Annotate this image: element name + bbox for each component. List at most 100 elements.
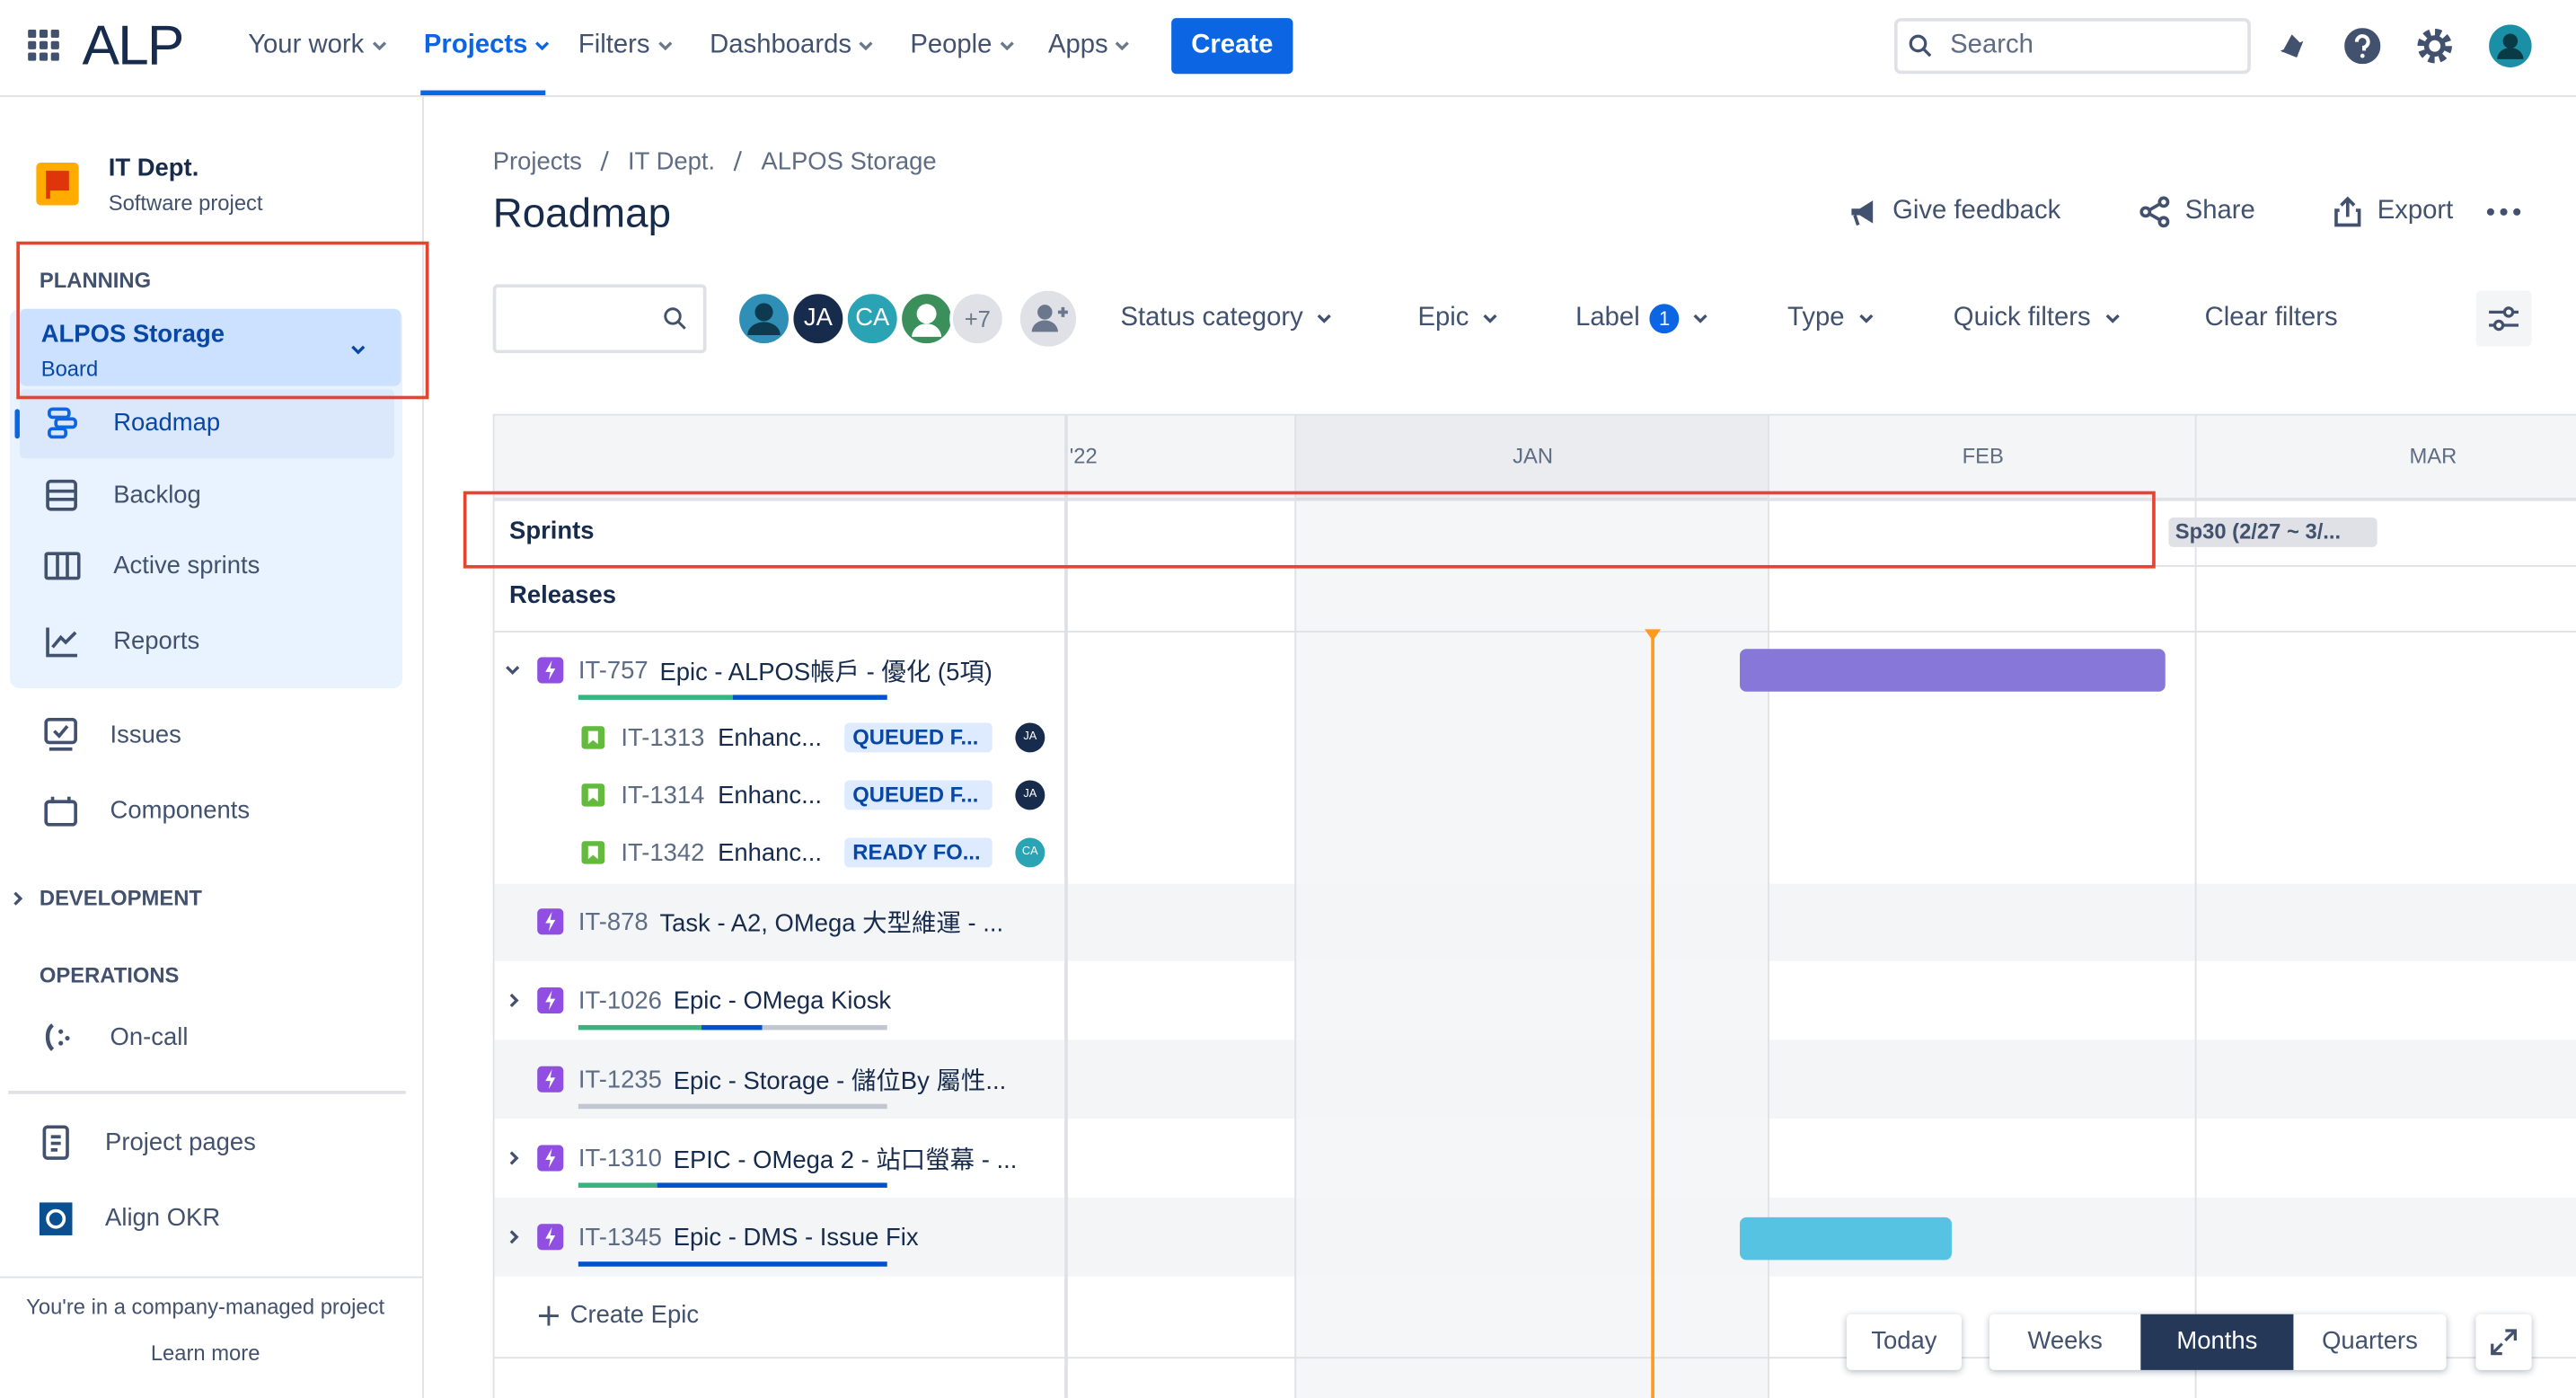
row-divider bbox=[494, 499, 2576, 501]
fullscreen-button[interactable] bbox=[2475, 1314, 2532, 1370]
more-actions[interactable] bbox=[2485, 200, 2521, 224]
nav-item[interactable]: Dashboards bbox=[710, 26, 874, 66]
today-button[interactable] bbox=[1846, 1314, 1962, 1370]
nav-link[interactable]: Backlog bbox=[113, 481, 201, 509]
nav-link[interactable]: Reports bbox=[113, 627, 200, 656]
search-placeholder[interactable]: Search bbox=[1950, 31, 2033, 59]
filter-dropdown[interactable]: Label 1 bbox=[1575, 299, 1708, 339]
chevron bbox=[351, 345, 366, 355]
action-label: Export bbox=[2377, 197, 2454, 226]
avatar[interactable] bbox=[898, 290, 955, 347]
avatar[interactable] bbox=[844, 290, 901, 347]
board-name[interactable]: ALPOS Storage bbox=[40, 320, 225, 349]
breadcrumbs: Projects IT Dept. ALPOS Storage bbox=[493, 141, 937, 181]
issue-row[interactable]: IT-878 Task - A2, OMega 大型維運 - ... bbox=[578, 902, 1003, 942]
avatar[interactable] bbox=[790, 290, 846, 347]
app-switcher[interactable] bbox=[28, 29, 61, 63]
epic-bar[interactable] bbox=[1740, 649, 2166, 692]
logo[interactable]: ALP bbox=[82, 14, 184, 77]
nav-item[interactable]: Your work bbox=[248, 26, 387, 66]
avatar-more-count[interactable]: +7 bbox=[964, 305, 991, 332]
create-button[interactable] bbox=[1171, 18, 1293, 75]
assignee-initials: JA bbox=[1023, 730, 1037, 743]
search-icon bbox=[664, 307, 686, 330]
issue-summary: Enhanc... bbox=[718, 723, 823, 752]
view-settings[interactable] bbox=[2475, 290, 2532, 347]
chevron bbox=[509, 993, 519, 1008]
add-people[interactable] bbox=[1019, 290, 1077, 347]
scale-option[interactable]: Quarters bbox=[2322, 1327, 2418, 1356]
chevron bbox=[372, 41, 386, 51]
search-box[interactable] bbox=[1893, 18, 2251, 75]
footer-note: You're in a company-managed project bbox=[26, 1294, 385, 1320]
issue-key: IT-757 bbox=[578, 656, 648, 685]
breadcrumb[interactable]: ALPOS Storage bbox=[761, 146, 937, 175]
create-label[interactable]: Create bbox=[1191, 31, 1274, 59]
nav-item-label: Dashboards bbox=[710, 31, 851, 59]
nav-link[interactable]: Components bbox=[110, 796, 251, 825]
create-epic[interactable]: Create Epic bbox=[569, 1301, 700, 1330]
filter-dropdown[interactable]: Epic bbox=[1418, 299, 1499, 339]
breadcrumb[interactable]: Projects bbox=[492, 146, 582, 175]
nav-icon bbox=[42, 1125, 69, 1160]
issue-type-epic bbox=[537, 987, 564, 1014]
chevron bbox=[535, 41, 550, 51]
nav-link[interactable]: Roadmap bbox=[113, 409, 221, 438]
nav-item[interactable]: Apps bbox=[1048, 26, 1131, 66]
issue-row[interactable]: IT-1345 Epic - DMS - Issue Fix bbox=[578, 1217, 919, 1257]
separator bbox=[734, 150, 743, 172]
child-issue-row[interactable]: IT-1342 Enhanc... bbox=[621, 833, 822, 872]
header-action[interactable]: Share bbox=[2139, 192, 2255, 232]
issue-row[interactable]: IT-1235 Epic - Storage - 儲位By 屬性... bbox=[578, 1059, 1006, 1099]
filter-dropdown[interactable]: Quick filters bbox=[1954, 299, 2121, 339]
issue-summary: Enhanc... bbox=[718, 838, 823, 867]
filter-dropdown[interactable]: Status category bbox=[1120, 299, 1332, 339]
header-action[interactable]: Give feedback bbox=[1847, 192, 2060, 232]
timeline bbox=[492, 413, 2576, 1398]
breadcrumb[interactable]: IT Dept. bbox=[628, 146, 716, 175]
nav-link[interactable]: Issues bbox=[110, 721, 181, 749]
sprint-label[interactable]: Sp30 (2/27 ~ 3/... bbox=[2175, 518, 2342, 544]
avatar-initials[interactable]: CA bbox=[855, 304, 890, 332]
child-issue-row[interactable]: IT-1313 Enhanc... bbox=[621, 718, 822, 757]
scale-option[interactable]: Months bbox=[2176, 1327, 2258, 1356]
section-heading[interactable]: DEVELOPMENT bbox=[39, 885, 202, 910]
header-action[interactable]: Export bbox=[2331, 192, 2453, 232]
issue-row[interactable]: IT-1026 Epic - OMega Kiosk bbox=[578, 981, 891, 1021]
epic-bar[interactable] bbox=[1740, 1217, 1952, 1261]
board-selector[interactable] bbox=[19, 308, 401, 386]
issue-summary: Epic - ALPOS帳戶 - 優化 (5項) bbox=[659, 658, 992, 686]
avatar-more[interactable] bbox=[949, 290, 1006, 347]
issue-row[interactable]: IT-757 Epic - ALPOS帳戶 - 優化 (5項) bbox=[578, 650, 992, 690]
today-marker bbox=[1644, 629, 1662, 641]
avatar-initials[interactable]: JA bbox=[803, 304, 833, 332]
issue-row[interactable]: IT-1310 EPIC - OMega 2 - 站口螢幕 - ... bbox=[578, 1138, 1018, 1178]
settings[interactable] bbox=[2417, 28, 2453, 64]
nav-item[interactable]: People bbox=[910, 26, 1015, 66]
chevron bbox=[1483, 314, 1497, 323]
page-title: Roadmap bbox=[492, 190, 672, 237]
issue-type-epic bbox=[537, 1066, 564, 1093]
filter-search[interactable] bbox=[492, 284, 707, 354]
nav-link[interactable]: Align OKR bbox=[105, 1204, 221, 1233]
profile[interactable] bbox=[2489, 24, 2532, 67]
action-icon bbox=[2334, 196, 2361, 227]
board-type[interactable]: Board bbox=[40, 356, 99, 382]
nav-item[interactable]: Filters bbox=[578, 26, 673, 66]
plus-icon[interactable] bbox=[537, 1305, 560, 1328]
scale-selected[interactable] bbox=[2140, 1314, 2294, 1370]
sprint-chip[interactable] bbox=[2168, 517, 2378, 547]
filter-dropdown[interactable]: Type bbox=[1787, 299, 1874, 339]
child-issue-row[interactable]: IT-1314 Enhanc... bbox=[621, 775, 822, 815]
nav-link[interactable]: On-call bbox=[110, 1023, 189, 1052]
nav-link[interactable]: Active sprints bbox=[113, 552, 260, 580]
scale-option[interactable]: Weeks bbox=[2027, 1327, 2103, 1356]
footer-link[interactable]: Learn more bbox=[150, 1340, 260, 1366]
avatar[interactable] bbox=[736, 290, 792, 347]
nav-item[interactable]: Projects bbox=[424, 26, 551, 66]
notifications[interactable] bbox=[2275, 30, 2308, 63]
clear-filters[interactable]: Clear filters bbox=[2204, 304, 2338, 332]
nav-link[interactable]: Project pages bbox=[105, 1128, 256, 1157]
help[interactable] bbox=[2344, 28, 2381, 65]
today-label[interactable]: Today bbox=[1871, 1327, 1937, 1356]
